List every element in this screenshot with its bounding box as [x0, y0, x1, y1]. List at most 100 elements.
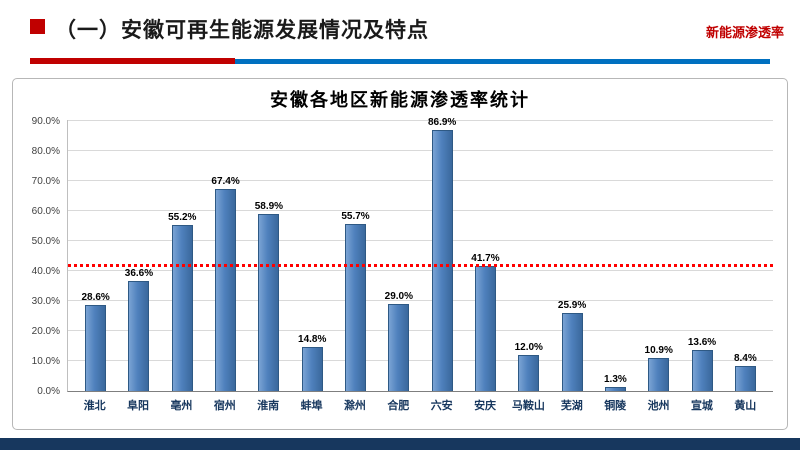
x-axis-label-黄山: 黄山: [734, 400, 757, 412]
gridline: [68, 210, 773, 211]
bar-value-label: 14.8%: [298, 333, 327, 345]
bar-安庆: [474, 265, 496, 391]
y-axis-labels: 0.0% 10.0% 20.0% 30.0% 40.0% 50.0% 60.0% 70.0% 8…: [19, 116, 67, 397]
x-axis-label-马鞍山: 马鞍山: [511, 400, 545, 412]
slide-header: （一）安徽可再生能源发展情况及特点: [30, 14, 650, 44]
bar-cell: 10.9%: [637, 345, 680, 391]
bar-cell: 14.8%: [291, 334, 334, 391]
y-tick-label: 80.0%: [31, 146, 60, 157]
bar-阜阳: [128, 281, 150, 391]
bar-cell: 12.0%: [507, 342, 550, 391]
bar-六安: [431, 130, 453, 391]
bar-value-label: 55.2%: [168, 212, 197, 224]
reference-line: [68, 263, 773, 267]
footer-bar: [0, 438, 800, 450]
bar-亳州: [171, 225, 193, 391]
gridline: [68, 360, 773, 361]
bar-value-label: 28.6%: [81, 292, 110, 304]
bar-cell: 67.4%: [204, 176, 247, 391]
chart-body: 0.0% 10.0% 20.0% 30.0% 40.0% 50.0% 60.0% 70.0% 8…: [13, 116, 787, 397]
bar-cell: 25.9%: [550, 300, 593, 391]
bar-cell: 55.7%: [334, 211, 377, 391]
x-axis-label-六安: 六安: [430, 400, 453, 412]
bar-value-label: 13.6%: [687, 337, 717, 349]
bar-value-label: 58.9%: [254, 201, 284, 213]
x-axis-label-淮北: 淮北: [83, 400, 106, 412]
title-underline: [30, 58, 770, 64]
bar-马鞍山: [518, 355, 540, 391]
bar-黄山: [734, 365, 756, 391]
bar-合肥: [388, 304, 410, 391]
bar-value-label: 41.7%: [471, 252, 500, 264]
x-axis-label-合肥: 合肥: [387, 400, 410, 412]
y-tick-label: 0.0%: [37, 386, 60, 397]
y-tick-label: 10.0%: [31, 356, 60, 367]
bar-value-label: 12.0%: [514, 342, 543, 353]
bar-cell: 29.0%: [377, 291, 420, 391]
bar-cell: 55.2%: [161, 212, 204, 391]
bar-value-label: 29.0%: [384, 291, 414, 302]
underline-blue-segment: [235, 59, 770, 64]
x-axis-label-亳州: 亳州: [170, 400, 193, 412]
x-axis-label-蚌埠: 蚌埠: [300, 400, 323, 412]
bar-蚌埠: [301, 346, 323, 391]
bar-淮南: [258, 214, 280, 391]
page-title: （一）安徽可再生能源发展情况及特点: [55, 19, 429, 42]
bar-cell: 1.3%: [594, 374, 637, 391]
gridline: [68, 270, 773, 271]
x-axis-label-宣城: 宣城: [690, 400, 713, 412]
bar-value-label: 67.4%: [211, 175, 240, 187]
bar-value-label: 86.9%: [427, 117, 457, 129]
y-tick-label: 40.0%: [31, 266, 60, 277]
bar-cell: 8.4%: [724, 353, 767, 391]
bar-宣城: [691, 350, 713, 391]
bar-cell: 41.7%: [464, 253, 507, 391]
x-axis-label-滁州: 滁州: [343, 400, 366, 412]
y-tick-label: 20.0%: [31, 326, 60, 337]
bar-cell: 13.6%: [680, 337, 723, 391]
chart-title: 安徽各地区新能源渗透率统计: [270, 90, 530, 110]
bar-value-label: 10.9%: [644, 345, 673, 357]
gridline: [68, 120, 773, 121]
bar-铜陵: [604, 387, 626, 391]
bar-cell: 36.6%: [117, 268, 160, 391]
bar-value-label: 8.4%: [733, 352, 757, 364]
gridline: [68, 180, 773, 181]
bar-宿州: [215, 188, 237, 391]
bar-value-label: 25.9%: [557, 300, 587, 312]
gridline: [68, 240, 773, 241]
y-tick-label: 30.0%: [31, 296, 60, 307]
bar-滁州: [345, 223, 367, 391]
y-tick-label: 50.0%: [31, 236, 60, 247]
gridline: [68, 300, 773, 301]
bar-淮北: [85, 305, 107, 391]
x-axis-label-安庆: 安庆: [474, 400, 497, 412]
corner-label: 新能源渗透率: [705, 25, 784, 40]
plot-area: 28.6% 36.6% 55.2% 67.4% 58.9% 14.8% 55.7% 29.0%…: [67, 117, 773, 392]
x-axis-row: 淮北 阜阳 亳州 宿州 淮南 蚌埠 滁州 合肥 六安 安庆 马鞍山 芜湖 铜陵 池州 宣城 黄山: [13, 392, 787, 413]
bar-row: 28.6% 36.6% 55.2% 67.4% 58.9% 14.8% 55.7% 29.0%…: [68, 117, 773, 391]
bar-value-label: 55.7%: [341, 210, 370, 222]
bar-池州: [648, 358, 670, 391]
y-tick-label: 90.0%: [31, 116, 60, 127]
bar-cell: 86.9%: [421, 117, 464, 391]
y-tick-label: 70.0%: [31, 176, 60, 187]
x-axis-label-池州: 池州: [647, 400, 670, 412]
y-tick-label: 60.0%: [31, 206, 60, 217]
title-bullet-square-icon: [30, 19, 45, 34]
x-axis-label-铜陵: 铜陵: [604, 400, 627, 412]
bar-value-label: 36.6%: [124, 268, 154, 280]
x-axis-label-芜湖: 芜湖: [560, 400, 583, 412]
x-axis-labels: 淮北 阜阳 亳州 宿州 淮南 蚌埠 滁州 合肥 六安 安庆 马鞍山 芜湖 铜陵 池州 宣城 黄山: [67, 392, 773, 413]
bar-芜湖: [561, 313, 583, 391]
x-axis-label-宿州: 宿州: [213, 400, 236, 412]
gridline: [68, 150, 773, 151]
x-axis-label-阜阳: 阜阳: [127, 400, 150, 412]
bar-cell: 28.6%: [74, 292, 117, 391]
bar-value-label: 1.3%: [604, 374, 627, 386]
gridline: [68, 330, 773, 331]
underline-red-segment: [30, 58, 235, 64]
x-axis-label-淮南: 淮南: [257, 400, 280, 412]
chart-panel: 安徽各地区新能源渗透率统计 0.0% 10.0% 20.0% 30.0% 40.0% 50…: [12, 78, 788, 430]
